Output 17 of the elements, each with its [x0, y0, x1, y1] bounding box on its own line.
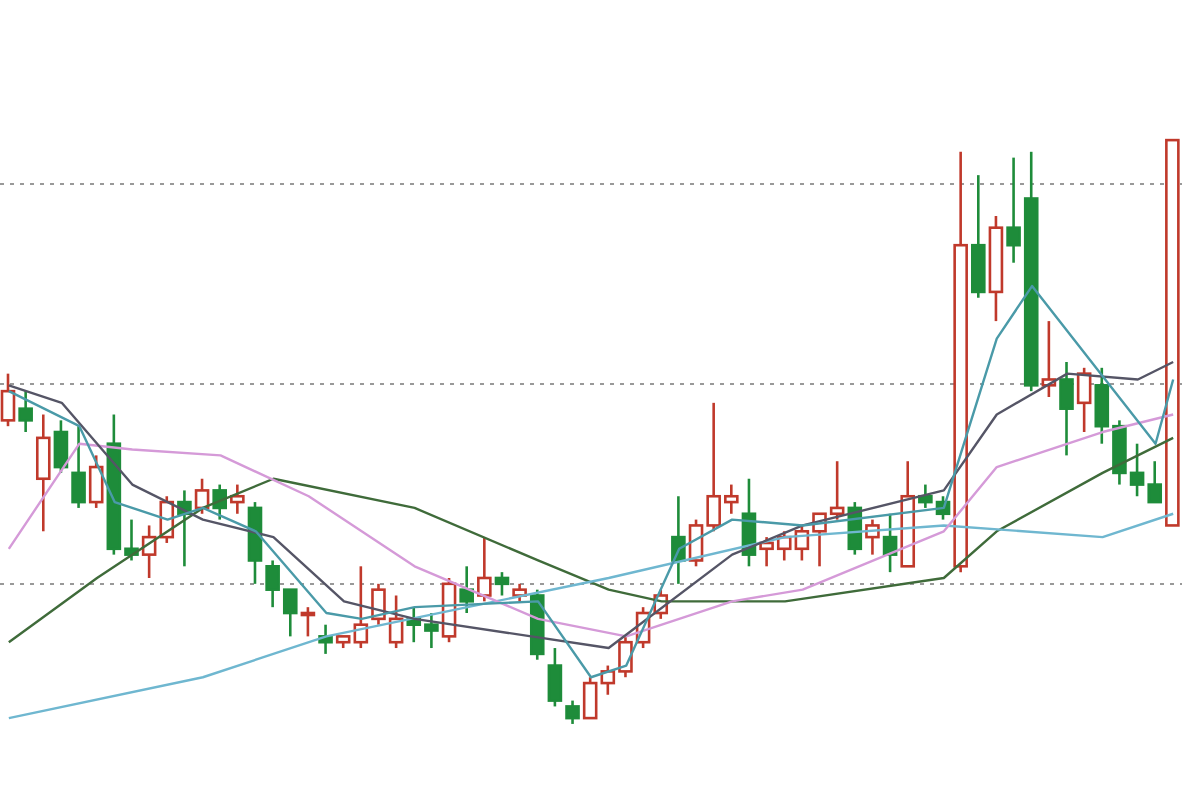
- candlestick: [230, 483, 245, 516]
- candlestick: [53, 419, 69, 475]
- candlestick: [547, 646, 563, 708]
- candlestick: [1059, 360, 1074, 457]
- candlestick: [459, 565, 474, 615]
- candlestick: [494, 570, 510, 597]
- candlestick: [18, 389, 33, 434]
- candlestick: [582, 675, 598, 720]
- candlestick: [477, 535, 492, 603]
- candlestick: [565, 699, 580, 726]
- candlestick: [35, 413, 51, 533]
- candlestick: [88, 454, 104, 510]
- candlestick: [1076, 366, 1092, 434]
- candlestick: [71, 424, 86, 510]
- candlestick: [971, 173, 986, 300]
- candlestick: [353, 565, 369, 650]
- candlestick: [300, 605, 316, 638]
